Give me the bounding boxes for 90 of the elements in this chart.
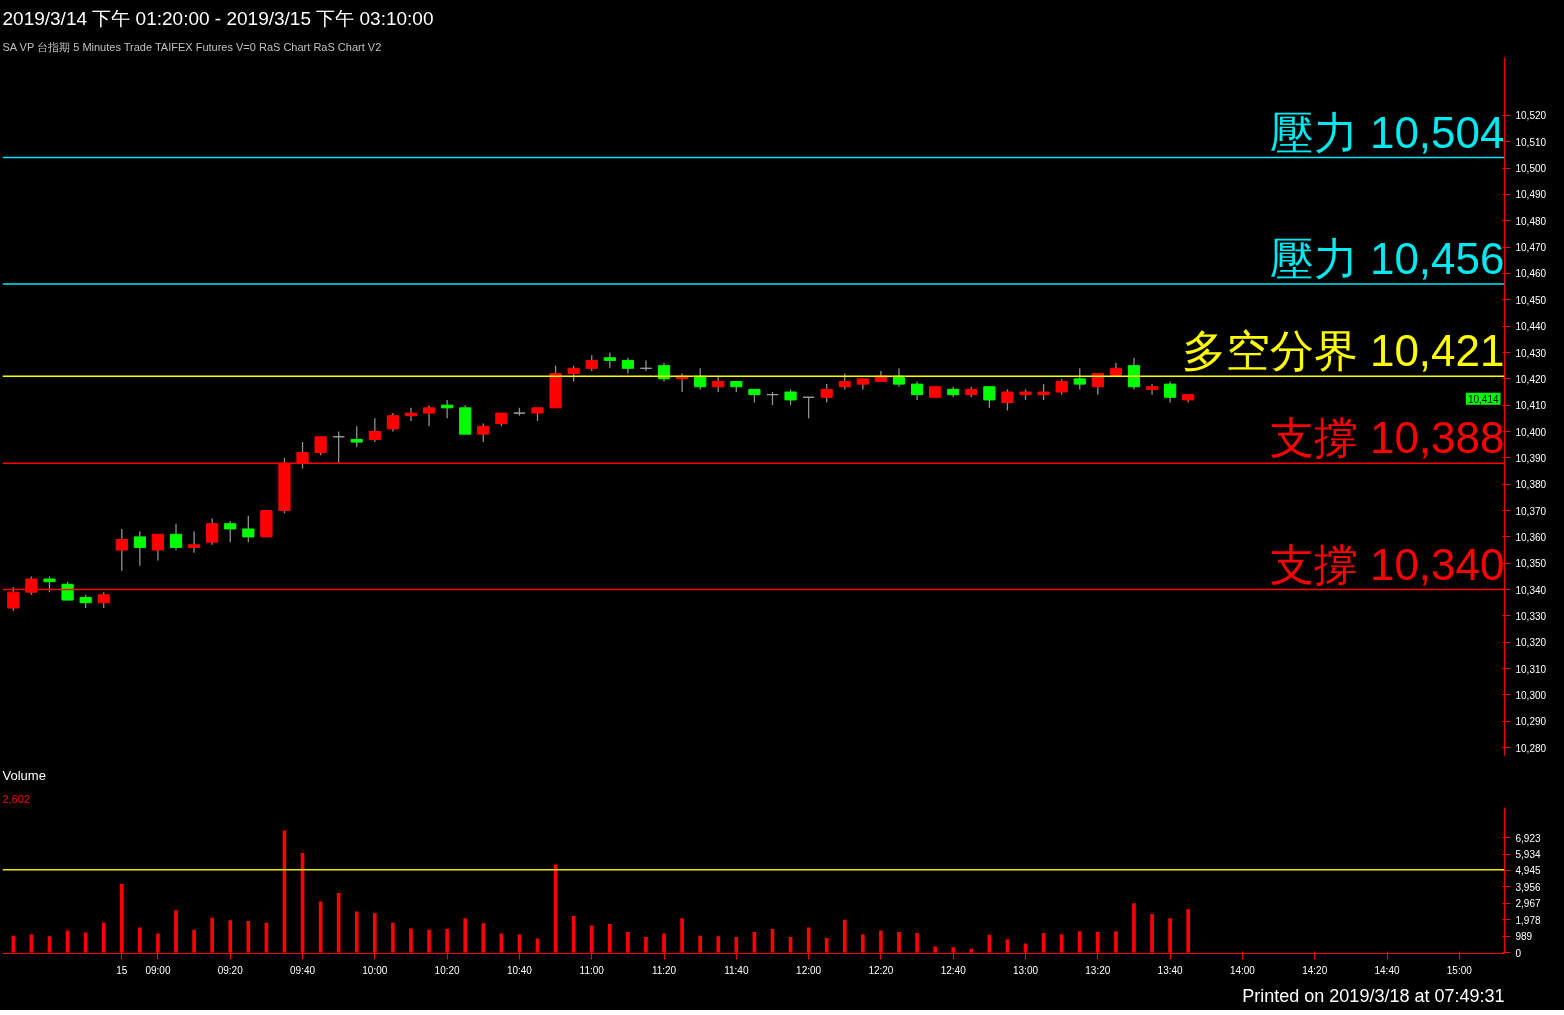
y-tick-label: 10,370 — [1515, 505, 1547, 517]
candlestick — [386, 412, 400, 433]
y-tick-label: 10,440 — [1515, 321, 1547, 333]
x-tick-label: 10:40 — [506, 964, 533, 976]
x-tick-label: 12:40 — [940, 964, 967, 976]
chart-title: Volume — [2, 767, 46, 783]
x-tick-label: 11:40 — [724, 964, 749, 976]
candlestick — [224, 520, 237, 543]
x-tick-label: 12:20 — [868, 964, 894, 976]
candlestick — [983, 386, 996, 409]
y-tick-label: 10,470 — [1515, 242, 1547, 254]
y-tick-label: 2,967 — [1515, 898, 1541, 910]
x-tick-label: 14:20 — [1302, 964, 1328, 976]
x-tick-label: 10:20 — [434, 964, 461, 976]
y-tick-label: 10,320 — [1515, 637, 1547, 649]
y-tick-label: 10,310 — [1515, 663, 1547, 675]
x-tick-label: 13:00 — [1013, 964, 1039, 976]
annotation: 10,414 — [1467, 393, 1499, 405]
candlestick — [133, 530, 146, 567]
text: Printed on 2019/3/18 at 07:49:31 — [1242, 985, 1505, 1006]
ref-line-label: 支撐 10,388 — [1269, 413, 1505, 463]
candlestick — [1127, 357, 1141, 391]
x-tick-label: 15:00 — [1446, 964, 1473, 976]
candlestick — [314, 436, 327, 456]
x-tick-label: 09:40 — [290, 964, 316, 976]
candlestick — [1145, 383, 1159, 396]
chart-title: 2019/3/14 下午 01:20:00 - 2019/3/15 下午 03:10:00 — [2, 7, 434, 29]
text: 2,602 — [2, 792, 31, 805]
candlestick — [350, 425, 363, 448]
y-tick-label: 1,978 — [1515, 914, 1541, 926]
y-tick-label: 10,390 — [1515, 452, 1547, 464]
candlestick — [404, 407, 418, 422]
y-tick-label: 10,280 — [1515, 742, 1547, 754]
y-tick-label: 4,945 — [1515, 865, 1541, 877]
candlestick — [477, 422, 490, 443]
y-tick-label: 10,340 — [1515, 584, 1547, 596]
x-tick-label: 13:20 — [1085, 964, 1111, 976]
candlestick — [115, 528, 128, 572]
candlestick — [368, 417, 381, 443]
ref-line-label: 支撐 10,340 — [1269, 539, 1505, 589]
y-tick-label: 10,350 — [1515, 558, 1547, 570]
y-tick-label: 10,400 — [1515, 426, 1547, 438]
candlestick — [422, 404, 436, 427]
candlestick — [1073, 367, 1086, 391]
x-tick-label: 13:40 — [1157, 964, 1184, 976]
candlestick — [242, 515, 255, 543]
x-tick-label: 09:20 — [217, 964, 244, 976]
ref-line-label: 壓力 10,456 — [1269, 234, 1505, 284]
y-tick-label: 10,330 — [1515, 610, 1547, 622]
y-tick-label: 3,956 — [1515, 881, 1541, 893]
y-tick-label: 10,380 — [1515, 479, 1547, 491]
y-tick-label: 0 — [1515, 947, 1522, 959]
candlestick — [639, 359, 653, 372]
x-tick-label: 14:40 — [1374, 964, 1400, 976]
y-tick-label: 10,490 — [1515, 189, 1547, 201]
candlestick — [151, 533, 165, 562]
candlestick — [910, 380, 924, 401]
candlestick — [206, 517, 219, 546]
y-tick-label: 5,934 — [1515, 849, 1541, 861]
ref-line-label: 壓力 10,504 — [1269, 107, 1505, 157]
candlestick — [1164, 380, 1177, 404]
candlestick — [802, 396, 815, 419]
y-tick-label: 10,510 — [1515, 136, 1547, 148]
x-tick-label: 11:00 — [579, 964, 605, 976]
y-tick-label: 10,520 — [1515, 110, 1547, 122]
candlestick — [169, 523, 183, 551]
x-tick-label: 12:00 — [796, 964, 822, 976]
candlestick — [332, 430, 345, 464]
y-tick-label: 10,500 — [1515, 163, 1547, 175]
y-tick-label: 6,923 — [1515, 832, 1541, 844]
chart-subtitle: SA VP 台指期 5 Minutes Trade TAIFEX Futures V=0 RaS Chart RaS Chart V2 — [2, 40, 382, 53]
y-tick-label: 10,290 — [1515, 716, 1547, 728]
x-tick-label: 09:00 — [145, 964, 171, 976]
candlestick — [1001, 388, 1014, 412]
y-tick-label: 10,300 — [1515, 689, 1547, 701]
y-tick-label: 10,360 — [1515, 531, 1547, 543]
candlestick — [820, 383, 833, 404]
y-tick-label: 10,430 — [1515, 347, 1547, 359]
y-tick-label: 10,410 — [1515, 400, 1547, 412]
y-tick-label: 10,450 — [1515, 294, 1547, 306]
y-tick-label: 10,460 — [1515, 268, 1547, 280]
x-tick-label: 10:00 — [362, 964, 388, 976]
x-tick-label: 15 — [116, 964, 128, 976]
candlestick — [187, 530, 201, 554]
y-tick-label: 989 — [1515, 931, 1533, 943]
x-tick-label: 14:00 — [1229, 964, 1256, 976]
x-tick-label: 11:20 — [651, 964, 677, 976]
y-tick-label: 10,420 — [1515, 373, 1547, 385]
y-tick-label: 10,480 — [1515, 215, 1547, 227]
ref-line-label: 多空分界 10,421 — [1181, 326, 1505, 376]
